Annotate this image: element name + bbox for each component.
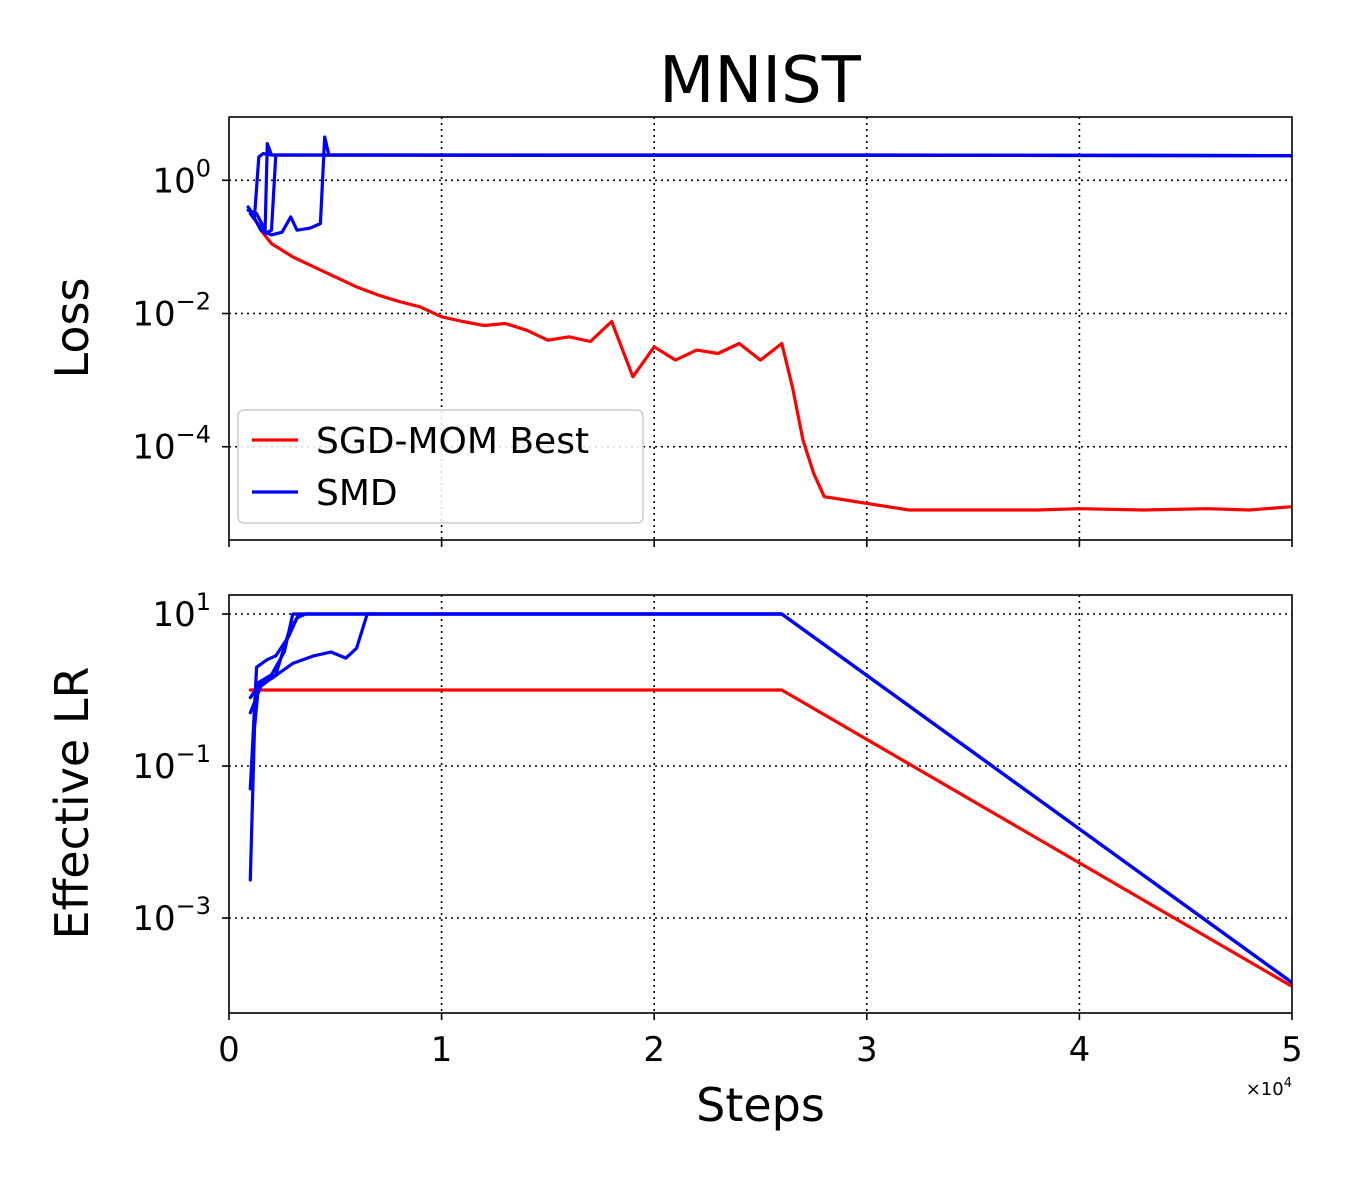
series-group xyxy=(248,612,1292,989)
x-tick-label: 2 xyxy=(643,1030,665,1070)
y-tick-base: 10 xyxy=(132,899,175,939)
plot-frame xyxy=(228,594,1293,1014)
x-tick-label: 0 xyxy=(218,1030,240,1070)
sgd-mom-best-line xyxy=(248,688,1292,989)
x-tick-label: 3 xyxy=(856,1030,878,1070)
y-tick-base: 10 xyxy=(152,595,195,635)
y-tick-label: 10−2 xyxy=(132,288,211,335)
smd-line-3 xyxy=(248,612,1292,985)
x-tick-label: 4 xyxy=(1069,1030,1091,1070)
x-tick-label: 5 xyxy=(1281,1030,1303,1070)
y-tick-exponent: −3 xyxy=(176,892,211,920)
multiplier-exponent: 4 xyxy=(1284,1076,1292,1091)
smd-line-1 xyxy=(246,152,1292,219)
legend: SGD-MOM Best SMD xyxy=(237,409,644,524)
y-axis-label: Loss xyxy=(45,278,99,379)
series-group xyxy=(246,135,1292,512)
smd-line-2 xyxy=(248,612,1292,985)
y-tick-label: 101 xyxy=(152,588,211,635)
multiplier-base: ×10 xyxy=(1246,1079,1284,1100)
legend-box xyxy=(237,409,644,524)
y-tick-exponent: −4 xyxy=(176,421,211,449)
x-tick-label: 1 xyxy=(431,1030,453,1070)
smd-line-4 xyxy=(248,612,1292,985)
y-tick-exponent: 0 xyxy=(196,154,211,182)
y-tick-exponent: −1 xyxy=(176,740,211,768)
y-tick-base: 10 xyxy=(132,428,175,468)
y-tick-exponent: −2 xyxy=(176,288,211,316)
smd-line-3 xyxy=(248,153,1292,236)
plot-frame xyxy=(228,116,1293,541)
y-tick-base: 10 xyxy=(152,161,195,201)
chart-title: MNIST xyxy=(659,44,862,118)
sgd-mom-best-line xyxy=(248,208,1292,512)
legend-label-2: SMD xyxy=(316,473,398,514)
x-axis-multiplier: ×104 xyxy=(1246,1076,1292,1100)
y-tick-exponent: 1 xyxy=(196,588,211,616)
y-tick-label: 10−4 xyxy=(132,421,211,468)
y-tick-label: 100 xyxy=(152,154,211,201)
y-tick-base: 10 xyxy=(132,295,175,335)
legend-label-1: SGD-MOM Best xyxy=(316,421,589,462)
y-tick-label: 10−1 xyxy=(132,740,211,787)
y-axis-label: Effective LR xyxy=(45,667,99,940)
smd-line-4 xyxy=(248,135,1292,237)
x-axis-label: Steps xyxy=(696,1078,825,1132)
smd-line-1 xyxy=(248,612,1292,985)
y-tick-base: 10 xyxy=(132,747,175,787)
y-tick-label: 10−3 xyxy=(132,892,211,939)
